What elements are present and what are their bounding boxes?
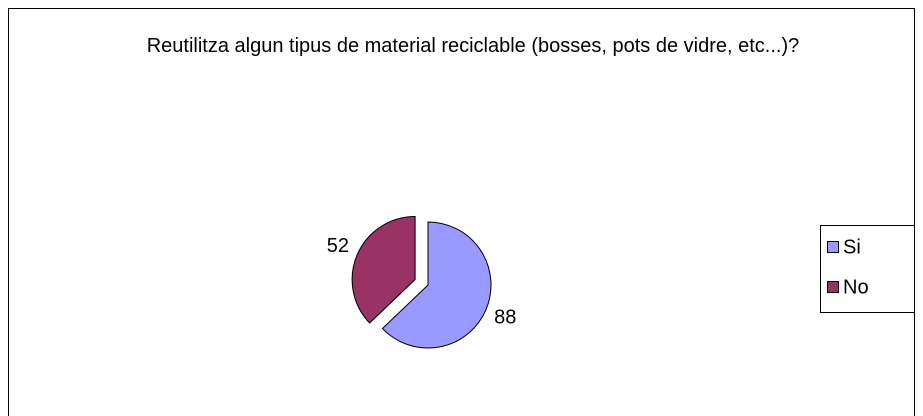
data-label: 88 bbox=[494, 306, 516, 328]
data-label: 52 bbox=[327, 235, 349, 257]
legend-box bbox=[820, 225, 915, 313]
legend-label: No bbox=[843, 276, 869, 298]
pie bbox=[351, 215, 492, 349]
chart-border bbox=[8, 8, 915, 416]
legend-label: Si bbox=[843, 236, 861, 258]
legend-swatch bbox=[827, 241, 839, 253]
pie-slice bbox=[381, 221, 492, 349]
chart-title: Reutilitza algun tipus de material recic… bbox=[146, 35, 800, 57]
legend-swatch bbox=[827, 281, 839, 293]
pie-slice bbox=[351, 215, 416, 324]
